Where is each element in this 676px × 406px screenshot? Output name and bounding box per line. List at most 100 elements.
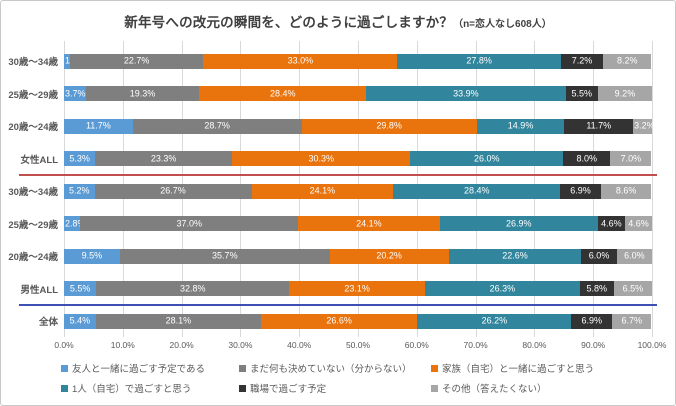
bar-segment: 33.0%: [203, 53, 398, 69]
segment-value-label: 7.0%: [620, 153, 642, 164]
segment-value-label: 8.0%: [576, 153, 597, 164]
segment-value-label: 28.7%: [204, 120, 230, 131]
bar-segment: 6.7%: [612, 313, 652, 329]
legend-item: 1人（自宅）で過ごすと思う: [61, 381, 239, 395]
segment-value-label: 33.0%: [287, 55, 314, 66]
bar-segment: 23.1%: [289, 281, 426, 297]
bar-segment: 37.0%: [80, 216, 298, 232]
segment-value-label: 6.7%: [621, 315, 642, 326]
segment-value-label: 6.9%: [581, 315, 602, 326]
bar-row: 25歳〜29歳 3.7% 19.3% 28.4% 33.9% 5.5% 9.2%: [1, 78, 675, 111]
bar-row: 女性ALL 5.3% 23.3% 30.3% 26.0% 8.0% 7.0%: [1, 143, 675, 176]
legend-item: 家族（自宅）と一緒に過ごすと思う: [431, 361, 594, 375]
segment-value-label: 27.8%: [466, 55, 492, 66]
segment-value-label: 28.1%: [165, 315, 192, 326]
legend-swatch-icon: [431, 364, 438, 372]
bar-segment: 2.8%: [64, 216, 86, 232]
segment-value-label: 26.6%: [326, 315, 352, 326]
bar-row: 30歳〜34歳1.0%22.7%33.0%27.8%7.2%8.2%: [1, 45, 675, 78]
legend-item: 友人と一緒に過ごす予定である: [61, 361, 239, 375]
bar-track: 1.0%22.7%33.0%27.8%7.2%8.2%: [64, 53, 652, 69]
segment-value-label: 26.2%: [481, 315, 508, 326]
bar-segment: 26.0%: [410, 151, 564, 167]
category-label: 25歳〜29歳: [8, 89, 58, 101]
bar-row: 全体 5.4% 28.1% 26.6% 26.2% 6.9% 6.7%: [1, 305, 675, 338]
segment-value-label: 6.5%: [622, 283, 644, 294]
x-tick-label: 0.0%: [54, 340, 74, 350]
gridline: [652, 41, 653, 337]
x-axis: 0.0% 10.0% 20.0% 30.0% 40.0% 50.0% 60.0% 70.0% 8…: [54, 340, 666, 352]
bar-segment: 27.8%: [397, 53, 561, 69]
legend-swatch-icon: [61, 364, 68, 372]
bar-segment: 30.3%: [232, 151, 411, 167]
segment-value-label: 37.0%: [176, 218, 202, 229]
legend-item: 職場で過ごす予定: [239, 381, 431, 395]
bar-segment: 28.7%: [132, 118, 302, 134]
segment-value-label: 24.1%: [356, 218, 382, 229]
category-label: 女性ALL: [20, 154, 58, 166]
category-label: 30歳〜34歳: [8, 57, 58, 69]
bar-segment: 28.1%: [95, 313, 261, 329]
segment-value-label: 22.6%: [502, 250, 528, 261]
bar-row: 男性ALL 5.5% 32.8% 23.1% 26.3% 5.8% 6.5%: [1, 273, 675, 306]
segment-value-label: 23.3%: [150, 153, 177, 164]
bar-segment: 24.1%: [251, 183, 394, 199]
segment-value-label: 35.7%: [212, 250, 238, 261]
legend-label: 友人と一緒に過ごす予定である: [72, 364, 206, 375]
legend-swatch-icon: [431, 384, 438, 392]
x-tick-label: 70.0%: [463, 340, 488, 350]
segment-value-label: 8.2%: [617, 55, 638, 66]
legend-item: まだ何も決めていない（分からない）: [239, 361, 431, 375]
segment-value-label: 5.4%: [69, 315, 91, 326]
segment-value-label: 19.3%: [129, 88, 156, 99]
segment-value-label: 24.1%: [309, 185, 336, 196]
legend-label: その他（答えたくない）: [442, 384, 547, 395]
bar-segment: 11.7%: [64, 118, 133, 134]
segment-value-label: 7.2%: [571, 55, 593, 66]
segment-value-label: 2.8%: [65, 218, 86, 229]
category-label: 30歳〜34歳: [8, 187, 58, 199]
legend-label: まだ何も決めていない（分からない）: [250, 364, 412, 375]
category-label: 全体: [38, 317, 58, 329]
bar-segment: 33.9%: [366, 86, 566, 102]
bar-track: 5.2% 26.7% 24.1% 28.4% 6.9% 8.6%: [64, 183, 652, 199]
segment-value-label: 22.7%: [123, 55, 150, 66]
category-label: 20歳〜24歳: [8, 252, 58, 264]
group-divider-line: [19, 173, 657, 176]
bar-segment: 35.7%: [119, 248, 330, 264]
bar-segment: 6.9%: [560, 183, 601, 199]
bar-segment: 6.9%: [571, 313, 612, 329]
bar-segment: 6.0%: [581, 248, 617, 264]
legend-swatch-icon: [61, 384, 68, 392]
bar-segment: 14.9%: [476, 118, 565, 134]
legend: 友人と一緒に過ごす予定である まだ何も決めていない（分からない） 家族（自宅）と…: [61, 358, 594, 398]
bar-segment: 11.7%: [564, 118, 634, 134]
bar-segment: 28.4%: [199, 86, 367, 102]
segment-value-label: 29.8%: [376, 120, 402, 131]
bar-segment: 7.0%: [610, 151, 652, 167]
legend-swatch-icon: [239, 364, 246, 372]
bar-segment: 24.1%: [298, 216, 440, 232]
bar-segment: 3.2%: [633, 118, 655, 134]
x-tick-label: 40.0%: [287, 340, 312, 350]
bar-segment: 26.9%: [439, 216, 598, 232]
legend-swatch-icon: [239, 384, 246, 392]
plot-area: 30歳〜34歳1.0%22.7%33.0%27.8%7.2%8.2%25歳〜29…: [1, 45, 675, 338]
bar-segment: 20.2%: [329, 248, 449, 264]
bar-segment: 9.2%: [597, 86, 652, 102]
x-tick-label: 90.0%: [581, 340, 606, 350]
bar-segment: 8.2%: [603, 53, 652, 69]
segment-value-label: 9.5%: [81, 250, 103, 261]
x-tick-label: 80.0%: [522, 340, 547, 350]
bar-row: 20歳〜24歳 11.7% 28.7% 29.8% 14.9% 11.7% 3.2%: [1, 110, 675, 143]
segment-value-label: 4.6%: [601, 218, 622, 229]
bar-track: 9.5% 35.7% 20.2% 22.6% 6.0% 6.0%: [64, 248, 652, 264]
bar-segment: 22.7%: [69, 53, 204, 69]
bar-segment: 26.3%: [425, 281, 580, 297]
segment-value-label: 4.6%: [628, 218, 649, 229]
x-tick-label: 100.0%: [637, 340, 667, 350]
bar-segment: 29.8%: [301, 118, 477, 134]
x-tick-label: 10.0%: [110, 340, 135, 350]
group-divider-line: [19, 303, 657, 306]
